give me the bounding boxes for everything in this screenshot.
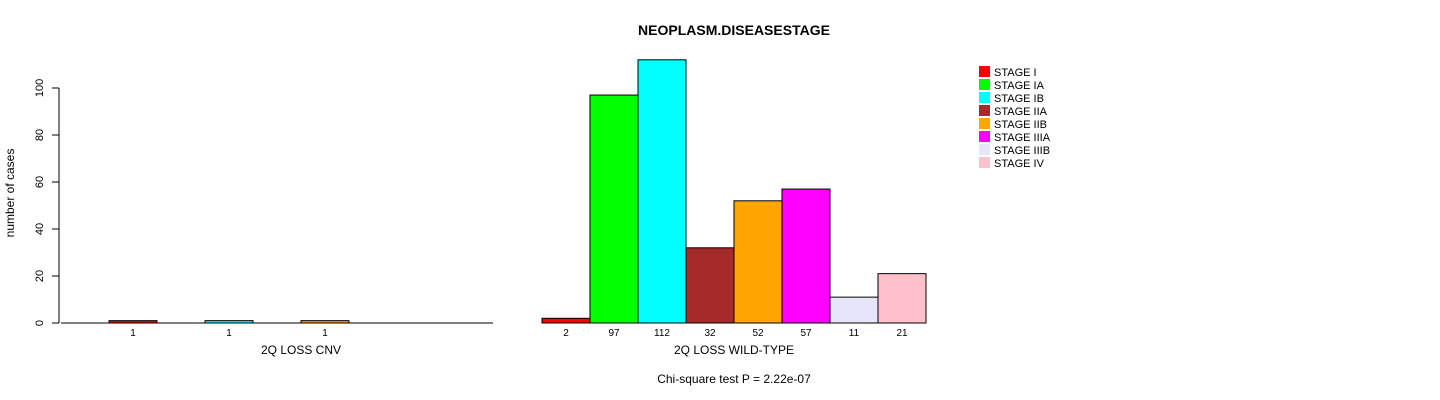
bar-count-label: 57 [800, 328, 812, 339]
bar [204, 320, 254, 324]
chart-title: NEOPLASM.DISEASESTAGE [638, 22, 830, 38]
bar-count-label: 97 [608, 328, 620, 339]
legend-swatch [979, 105, 990, 116]
legend-label: STAGE IV [994, 158, 1045, 170]
legend-label: STAGE IIB [994, 119, 1047, 131]
bar-count-label: 112 [654, 328, 670, 339]
bar-group: 2 97 112 32 52 57 11 21 2Q LOSS WILD-TYPE [541, 59, 927, 357]
bar-count-label: 52 [752, 328, 764, 339]
legend-swatch [979, 131, 990, 142]
bar-count-label: 1 [322, 328, 328, 339]
legend-swatch [979, 92, 990, 103]
bar [637, 59, 687, 324]
y-tick-label: 0 [34, 320, 46, 326]
bar [589, 94, 639, 324]
legend-label: STAGE IIIA [994, 132, 1051, 144]
footnote-pvalue: Chi-square test P = 2.22e-07 [657, 372, 811, 386]
bar-count-label: 21 [896, 328, 908, 339]
bar [108, 320, 158, 324]
legend-swatch [979, 118, 990, 129]
legend-label: STAGE IB [994, 93, 1044, 105]
y-tick-label: 100 [34, 79, 46, 97]
legend-swatch [979, 79, 990, 90]
bar [685, 247, 735, 324]
legend-label: STAGE IA [994, 80, 1045, 92]
y-tick-label: 80 [34, 129, 46, 141]
bar-count-label: 1 [130, 328, 136, 339]
legend-swatch [979, 144, 990, 155]
legend-swatch [979, 66, 990, 77]
y-tick-label: 60 [34, 176, 46, 188]
y-tick-label: 20 [34, 270, 46, 282]
legend-label: STAGE IIIB [994, 145, 1050, 157]
bar-count-label: 32 [704, 328, 716, 339]
bar [877, 273, 927, 324]
bar [781, 188, 831, 324]
bar [733, 200, 783, 324]
bar-count-label: 2 [563, 328, 569, 339]
y-tick-label: 40 [34, 223, 46, 235]
bar [541, 317, 591, 324]
bar [300, 320, 350, 324]
group-label: 2Q LOSS CNV [261, 343, 341, 357]
legend-label: STAGE IIA [994, 106, 1048, 118]
bar-count-label: 11 [849, 328, 860, 339]
group-label: 2Q LOSS WILD-TYPE [674, 343, 794, 357]
y-axis: 0 20 40 60 80 100 [34, 79, 60, 326]
bar [829, 296, 879, 324]
legend-swatch [979, 157, 990, 168]
legend-label: STAGE I [994, 67, 1037, 79]
bar-count-label: 1 [226, 328, 232, 339]
bar-group: 1 1 1 2Q LOSS CNV [61, 320, 493, 357]
y-axis-label: number of cases [3, 149, 17, 238]
